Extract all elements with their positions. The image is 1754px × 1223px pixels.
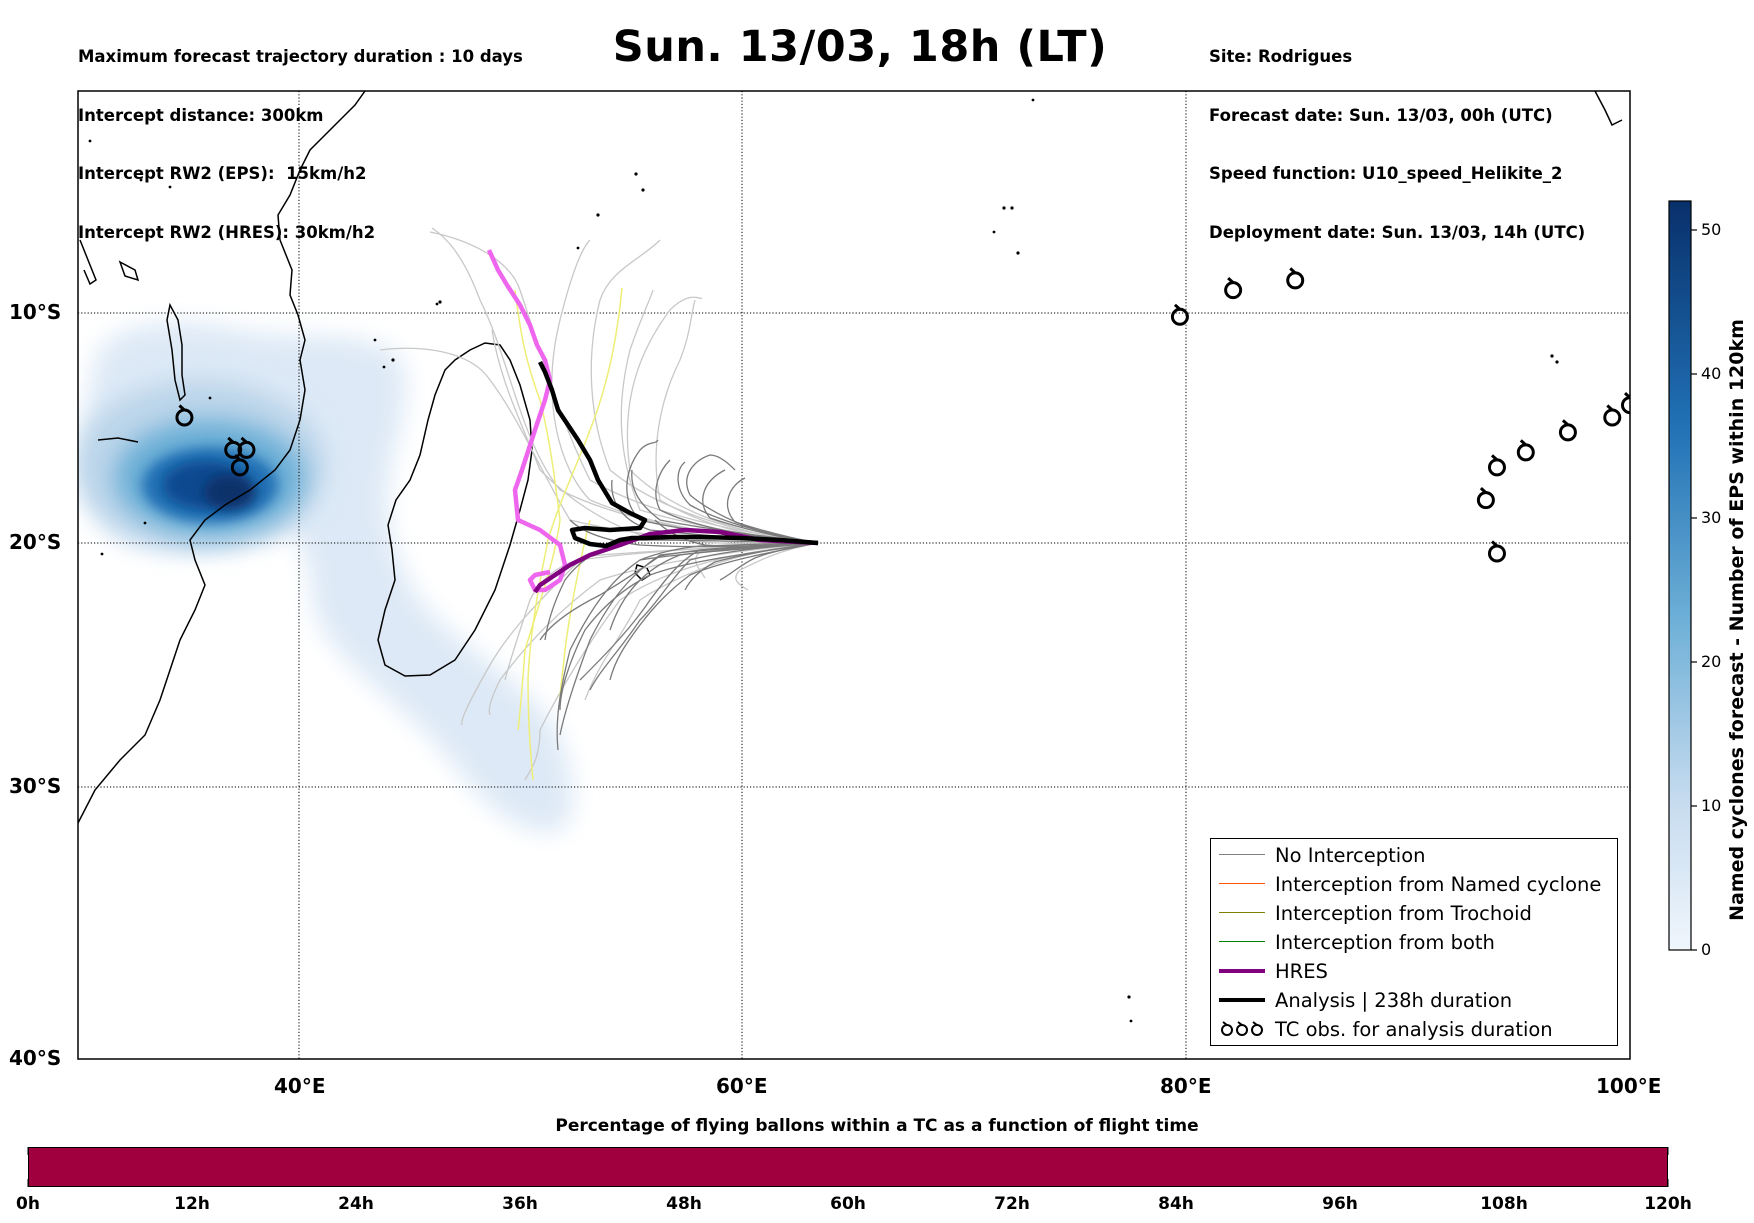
tc-obs-swatch-icon	[1221, 1021, 1263, 1036]
graticule	[78, 91, 1630, 1059]
tc-obs-marker	[1286, 267, 1305, 290]
param-intercept-distance: Intercept distance: 300km	[78, 105, 324, 125]
time-tick-label: 120h	[1644, 1194, 1692, 1214]
tc-obs-marker	[1224, 276, 1243, 300]
legend-swatch	[1219, 969, 1265, 973]
tc-obs-marker	[1476, 486, 1495, 510]
tc-obs-marker	[1170, 303, 1189, 326]
time-tick-label: 84h	[1158, 1194, 1194, 1214]
legend-swatch	[1219, 883, 1265, 884]
legend-swatch	[1219, 941, 1265, 942]
lat-label-40s: 40°S	[9, 1046, 62, 1070]
colorbar	[1668, 200, 1692, 951]
lat-label-20s: 20°S	[9, 530, 62, 554]
analysis-track	[537, 360, 819, 549]
time-tick-label: 108h	[1480, 1194, 1528, 1214]
param-intercept-eps: Intercept RW2 (EPS): 15km/h2	[78, 164, 367, 183]
colorbar-tick-50: 50	[1701, 220, 1722, 239]
colorbar-tick-20: 20	[1701, 652, 1722, 671]
time-tick-label: 36h	[502, 1194, 538, 1214]
tc-obs-marker	[1516, 439, 1535, 462]
site-info: Site: Rodrigues Forecast date: Sun. 13/0…	[1209, 8, 1585, 262]
forecast-date: Forecast date: Sun. 13/03, 00h (UTC)	[1209, 105, 1553, 125]
time-bar-title: Percentage of flying ballons within a TC…	[555, 1116, 1199, 1136]
colorbar-tick-0: 0	[1701, 940, 1712, 959]
tc-obs-marker	[224, 436, 243, 459]
ensemble-trajectories-dark	[539, 439, 819, 751]
small-islands	[88, 98, 1559, 1023]
tc-obs-marker	[237, 436, 256, 459]
map-frame	[77, 90, 1631, 1060]
lat-label-30s: 30°S	[9, 774, 62, 798]
lon-label-60e: 60°E	[716, 1074, 768, 1098]
legend-swatch	[1219, 912, 1265, 913]
colorbar-title: Named cyclones forecast - Number of EPS …	[1726, 319, 1748, 921]
tc-obs-marker	[175, 404, 194, 427]
speed-function: Speed function: U10_speed_Helikite_2	[1209, 164, 1563, 183]
param-duration: Maximum forecast trajectory duration : 1…	[78, 47, 523, 66]
pink-track	[486, 249, 568, 593]
legend-item-tc-obs: TC obs. for analysis duration	[1211, 1015, 1617, 1044]
forecast-parameters: Maximum forecast trajectory duration : 1…	[78, 8, 523, 262]
legend: No Interception Interception from Named …	[1210, 838, 1618, 1046]
time-bar	[28, 1147, 1668, 1187]
time-tick-label: 12h	[174, 1194, 210, 1214]
tc-obs-marker	[1603, 404, 1622, 427]
legend-item-no-interception: No Interception	[1211, 841, 1617, 870]
tc-obs-marker	[1558, 419, 1577, 442]
site-name: Site: Rodrigues	[1209, 47, 1353, 66]
legend-item-both: Interception from both	[1211, 928, 1617, 957]
colorbar-ticks	[1691, 229, 1697, 951]
legend-swatch	[1219, 854, 1265, 855]
tc-obs-marker	[230, 454, 249, 477]
legend-item-named-cyclone: Interception from Named cyclone	[1211, 870, 1617, 899]
time-tick-label: 48h	[666, 1194, 702, 1214]
time-tick-label: 60h	[830, 1194, 866, 1214]
africa-coast	[78, 91, 366, 824]
time-tick-label: 0h	[16, 1194, 40, 1214]
tc-obs-marker	[1621, 392, 1630, 415]
legend-item-analysis: Analysis | 238h duration	[1211, 986, 1617, 1015]
legend-swatch	[1219, 998, 1265, 1002]
tc-obs-marker	[1487, 540, 1506, 563]
time-tick-label: 72h	[994, 1194, 1030, 1214]
param-intercept-hres: Intercept RW2 (HRES): 30km/h2	[78, 222, 376, 242]
lon-label-80e: 80°E	[1160, 1074, 1212, 1098]
madagascar-coast	[377, 342, 533, 677]
lon-label-100e: 100°E	[1596, 1074, 1662, 1098]
tc-obs-marker	[1487, 454, 1506, 477]
tc-observations	[175, 267, 1630, 563]
yellow-tracks	[514, 287, 623, 781]
colorbar-tick-30: 30	[1701, 508, 1722, 527]
cyclone-density-field	[78, 322, 573, 832]
map-title: Sun. 13/03, 18h (LT)	[612, 22, 1108, 72]
island-coast	[166, 302, 186, 402]
colorbar-tick-40: 40	[1701, 364, 1722, 383]
time-tick-label: 96h	[1322, 1194, 1358, 1214]
time-tick-label: 24h	[338, 1194, 374, 1214]
legend-item-hres: HRES	[1211, 957, 1617, 986]
lon-label-40e: 40°E	[274, 1074, 326, 1098]
colorbar-tick-10: 10	[1701, 796, 1722, 815]
lat-label-10s: 10°S	[9, 300, 62, 324]
hres-track	[533, 527, 819, 594]
deployment-date: Deployment date: Sun. 13/03, 14h (UTC)	[1209, 222, 1586, 242]
legend-item-trochoid: Interception from Trochoid	[1211, 899, 1617, 928]
